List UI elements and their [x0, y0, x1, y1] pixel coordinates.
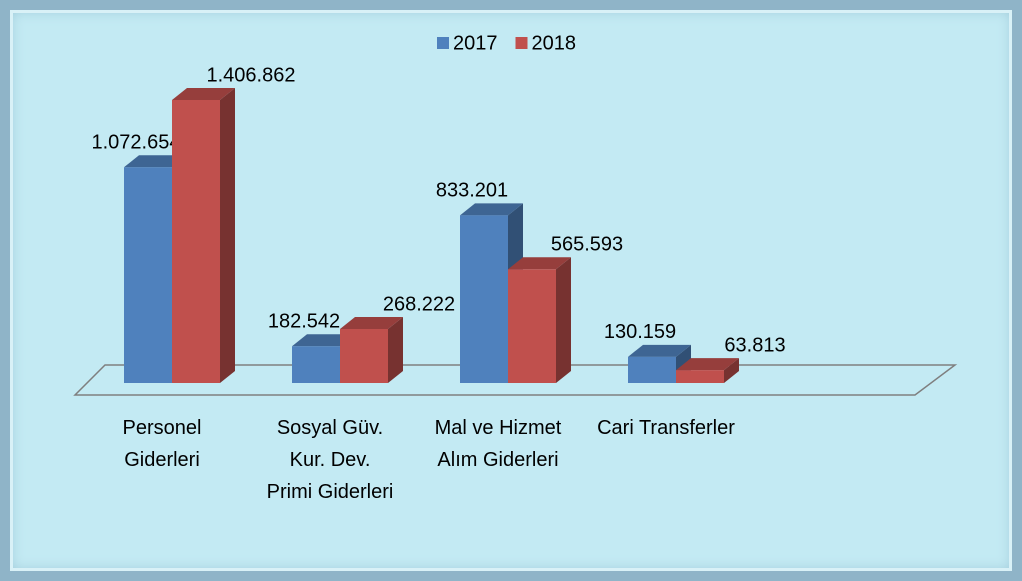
- bar-face: [676, 370, 724, 383]
- category-label: Sosyal Güv. Kur. Dev. Primi Giderleri: [266, 417, 394, 503]
- bar: [508, 257, 571, 383]
- bar-face: [724, 358, 739, 383]
- bar-face: [124, 167, 172, 383]
- value-label: 565.593: [551, 234, 623, 256]
- bar-face: [172, 100, 220, 383]
- bar-face: [556, 257, 571, 383]
- bar-face: [628, 356, 676, 383]
- legend-label: 2017: [453, 32, 498, 54]
- category-label: Personel Giderleri: [122, 417, 202, 471]
- bar-face: [508, 269, 556, 383]
- bar-face: [508, 257, 571, 270]
- bar-face: [172, 88, 235, 100]
- bar-face: [292, 346, 340, 383]
- legend-swatch: [515, 37, 528, 49]
- bar-face: [124, 155, 187, 168]
- bar-face: [340, 329, 388, 383]
- value-label: 63.813: [724, 334, 785, 356]
- value-label: 1.072.654: [92, 132, 181, 154]
- value-label: 1.406.862: [207, 64, 296, 86]
- bar-face: [460, 203, 523, 216]
- legend-label: 2018: [532, 32, 577, 54]
- bar: [676, 358, 739, 383]
- bar-face: [460, 215, 508, 383]
- bar: [172, 88, 235, 383]
- bar-face: [220, 88, 235, 383]
- bar-face: [292, 334, 355, 347]
- bar-face: [628, 344, 691, 357]
- value-label: 130.159: [604, 321, 676, 343]
- category-label: Mal ve Hizmet Alım Giderleri: [434, 417, 562, 471]
- bar-face: [388, 317, 403, 383]
- value-label: 268.222: [383, 293, 455, 315]
- bar-face: [676, 358, 739, 371]
- category-label: Cari Transferler: [597, 417, 735, 439]
- bar: [340, 317, 403, 383]
- value-label: 833.201: [436, 180, 508, 202]
- bar-face: [340, 317, 403, 330]
- value-label: 182.542: [268, 311, 340, 333]
- legend-swatch: [437, 37, 449, 49]
